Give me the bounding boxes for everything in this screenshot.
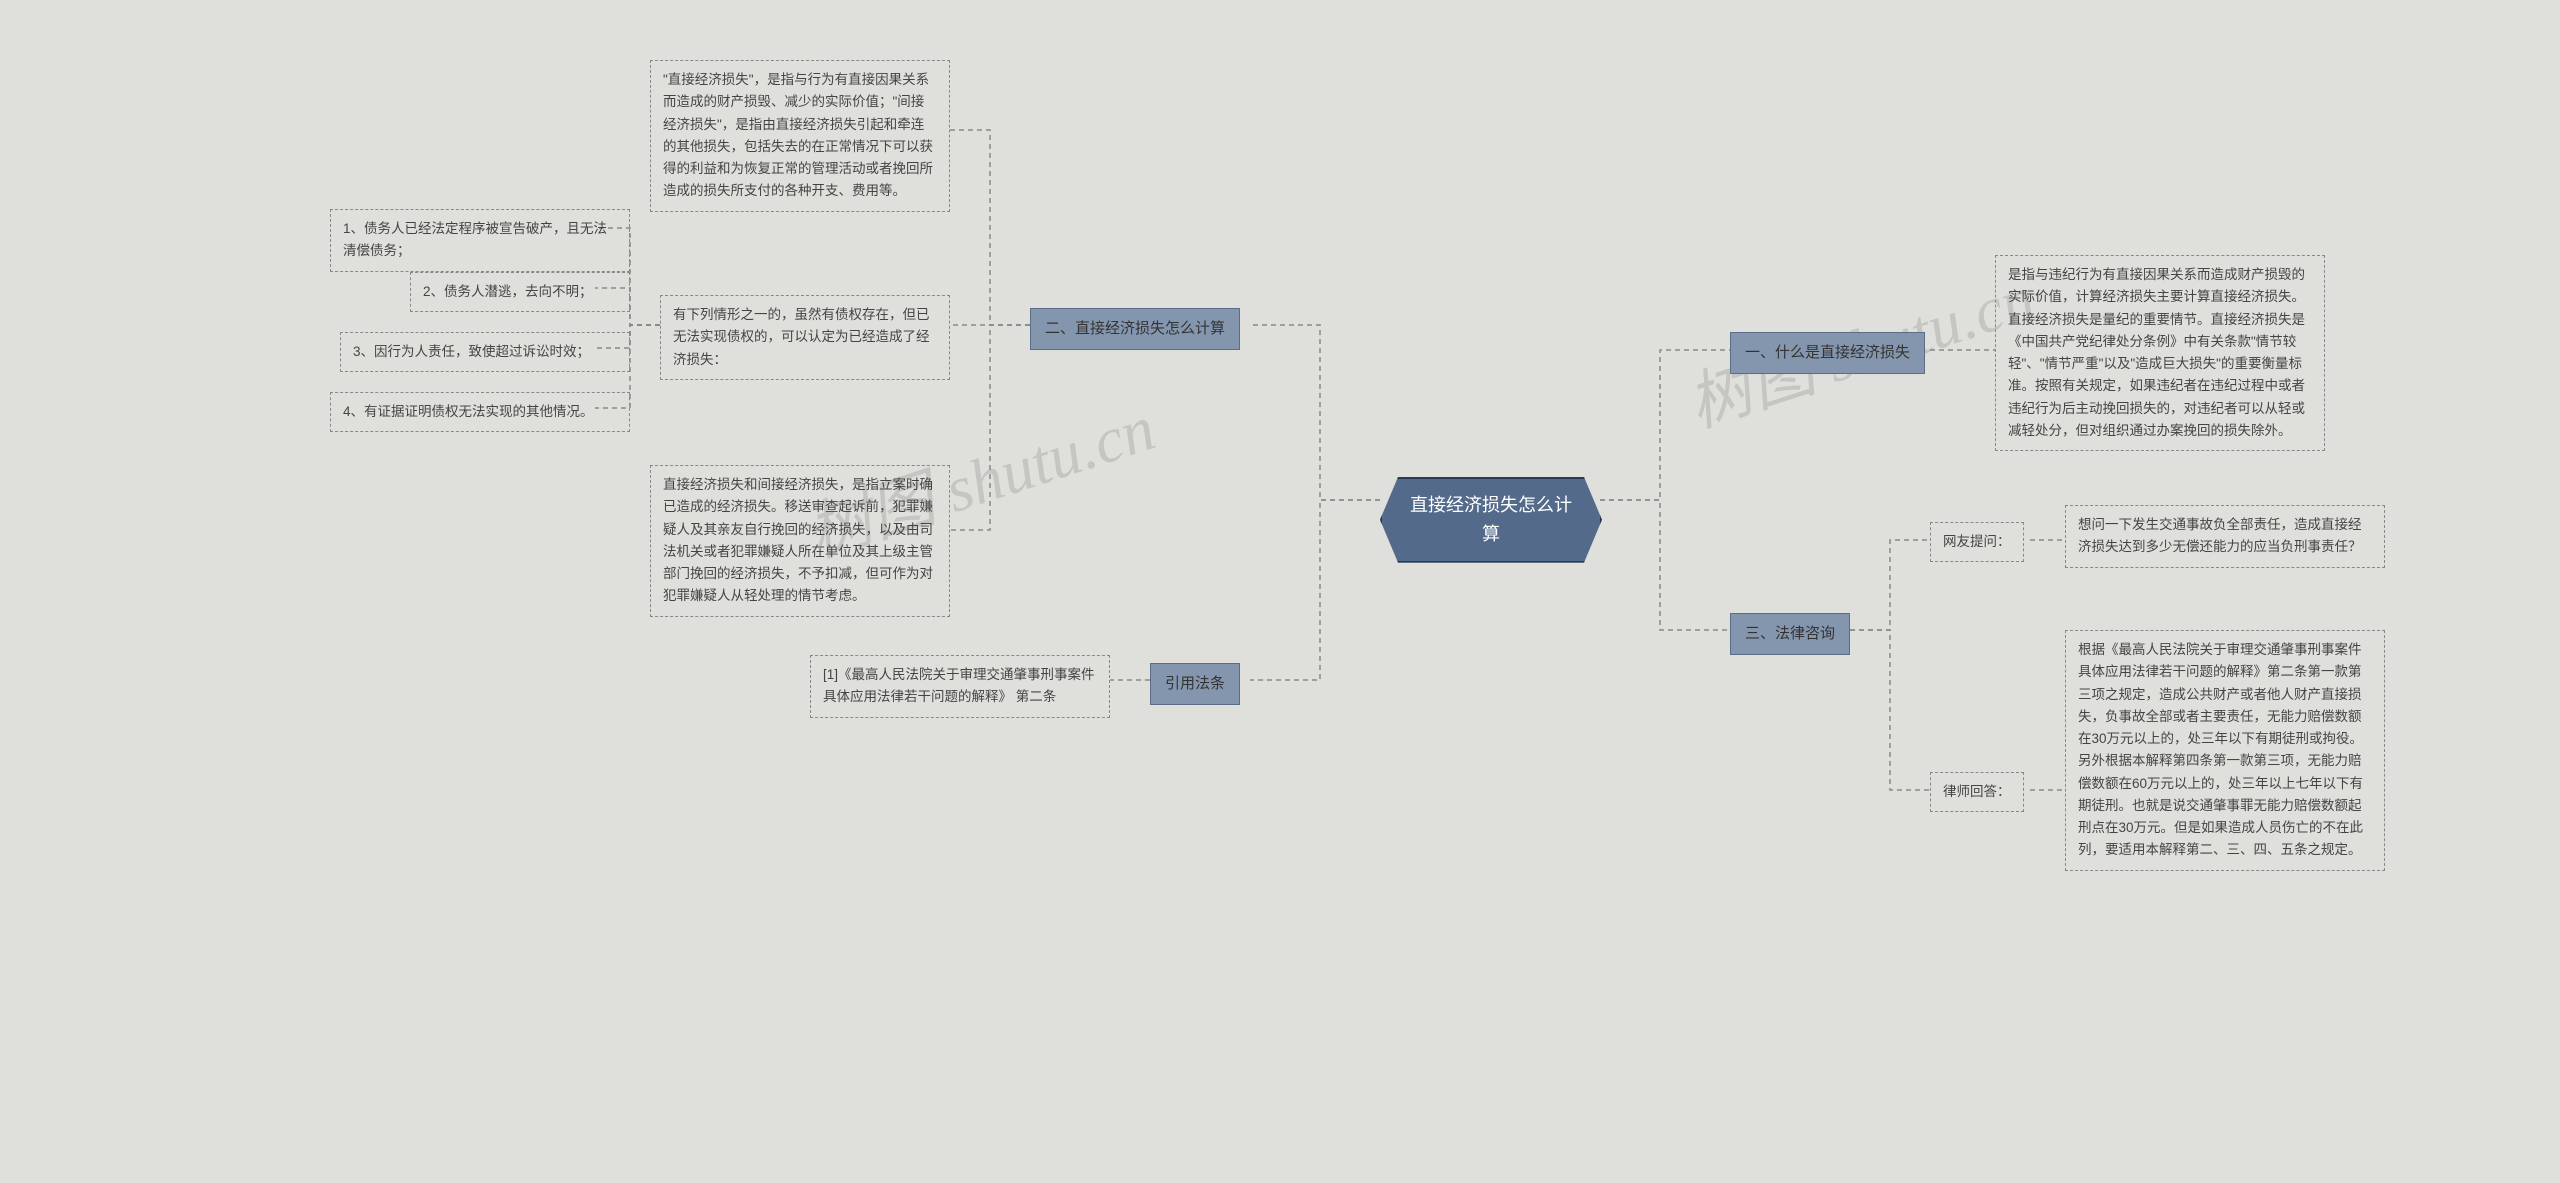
branch-2-leaf-1: "直接经济损失"，是指与行为有直接因果关系而造成的财产损毁、减少的实际价值；"间… [650,60,950,212]
branch-1-leaf-1: 是指与违纪行为有直接因果关系而造成财产损毁的实际价值，计算经济损失主要计算直接经… [1995,255,2325,451]
connector-lines [0,0,2560,1183]
branch-2-leaf-2-sub-3: 3、因行为人责任，致使超过诉讼时效； [340,332,630,372]
branch-3-answer: 根据《最高人民法院关于审理交通肇事刑事案件具体应用法律若干问题的解释》第二条第一… [2065,630,2385,871]
branch-3-question: 想问一下发生交通事故负全部责任，造成直接经济损失达到多少无偿还能力的应当负刑事责… [2065,505,2385,568]
branch-3-question-label: 网友提问： [1930,522,2024,562]
branch-2-leaf-3: 直接经济损失和间接经济损失，是指立案时确已造成的经济损失。移送审查起诉前，犯罪嫌… [650,465,950,617]
branch-4-leaf-1: [1]《最高人民法院关于审理交通肇事刑事案件具体应用法律若干问题的解释》 第二条 [810,655,1110,718]
branch-2-leaf-2-sub-2: 2、债务人潜逃，去向不明； [410,272,630,312]
root-node: 直接经济损失怎么计算 [1380,477,1602,563]
branch-2-leaf-2: 有下列情形之一的，虽然有债权存在，但已无法实现债权的，可以认定为已经造成了经济损… [660,295,950,380]
branch-2-leaf-2-sub-4: 4、有证据证明债权无法实现的其他情况。 [330,392,630,432]
branch-2: 二、直接经济损失怎么计算 [1030,308,1240,350]
branch-3: 三、法律咨询 [1730,613,1850,655]
branch-3-answer-label: 律师回答： [1930,772,2024,812]
branch-2-leaf-2-sub-1: 1、债务人已经法定程序被宣告破产，且无法清偿债务； [330,209,630,272]
branch-4: 引用法条 [1150,663,1240,705]
branch-1: 一、什么是直接经济损失 [1730,332,1925,374]
